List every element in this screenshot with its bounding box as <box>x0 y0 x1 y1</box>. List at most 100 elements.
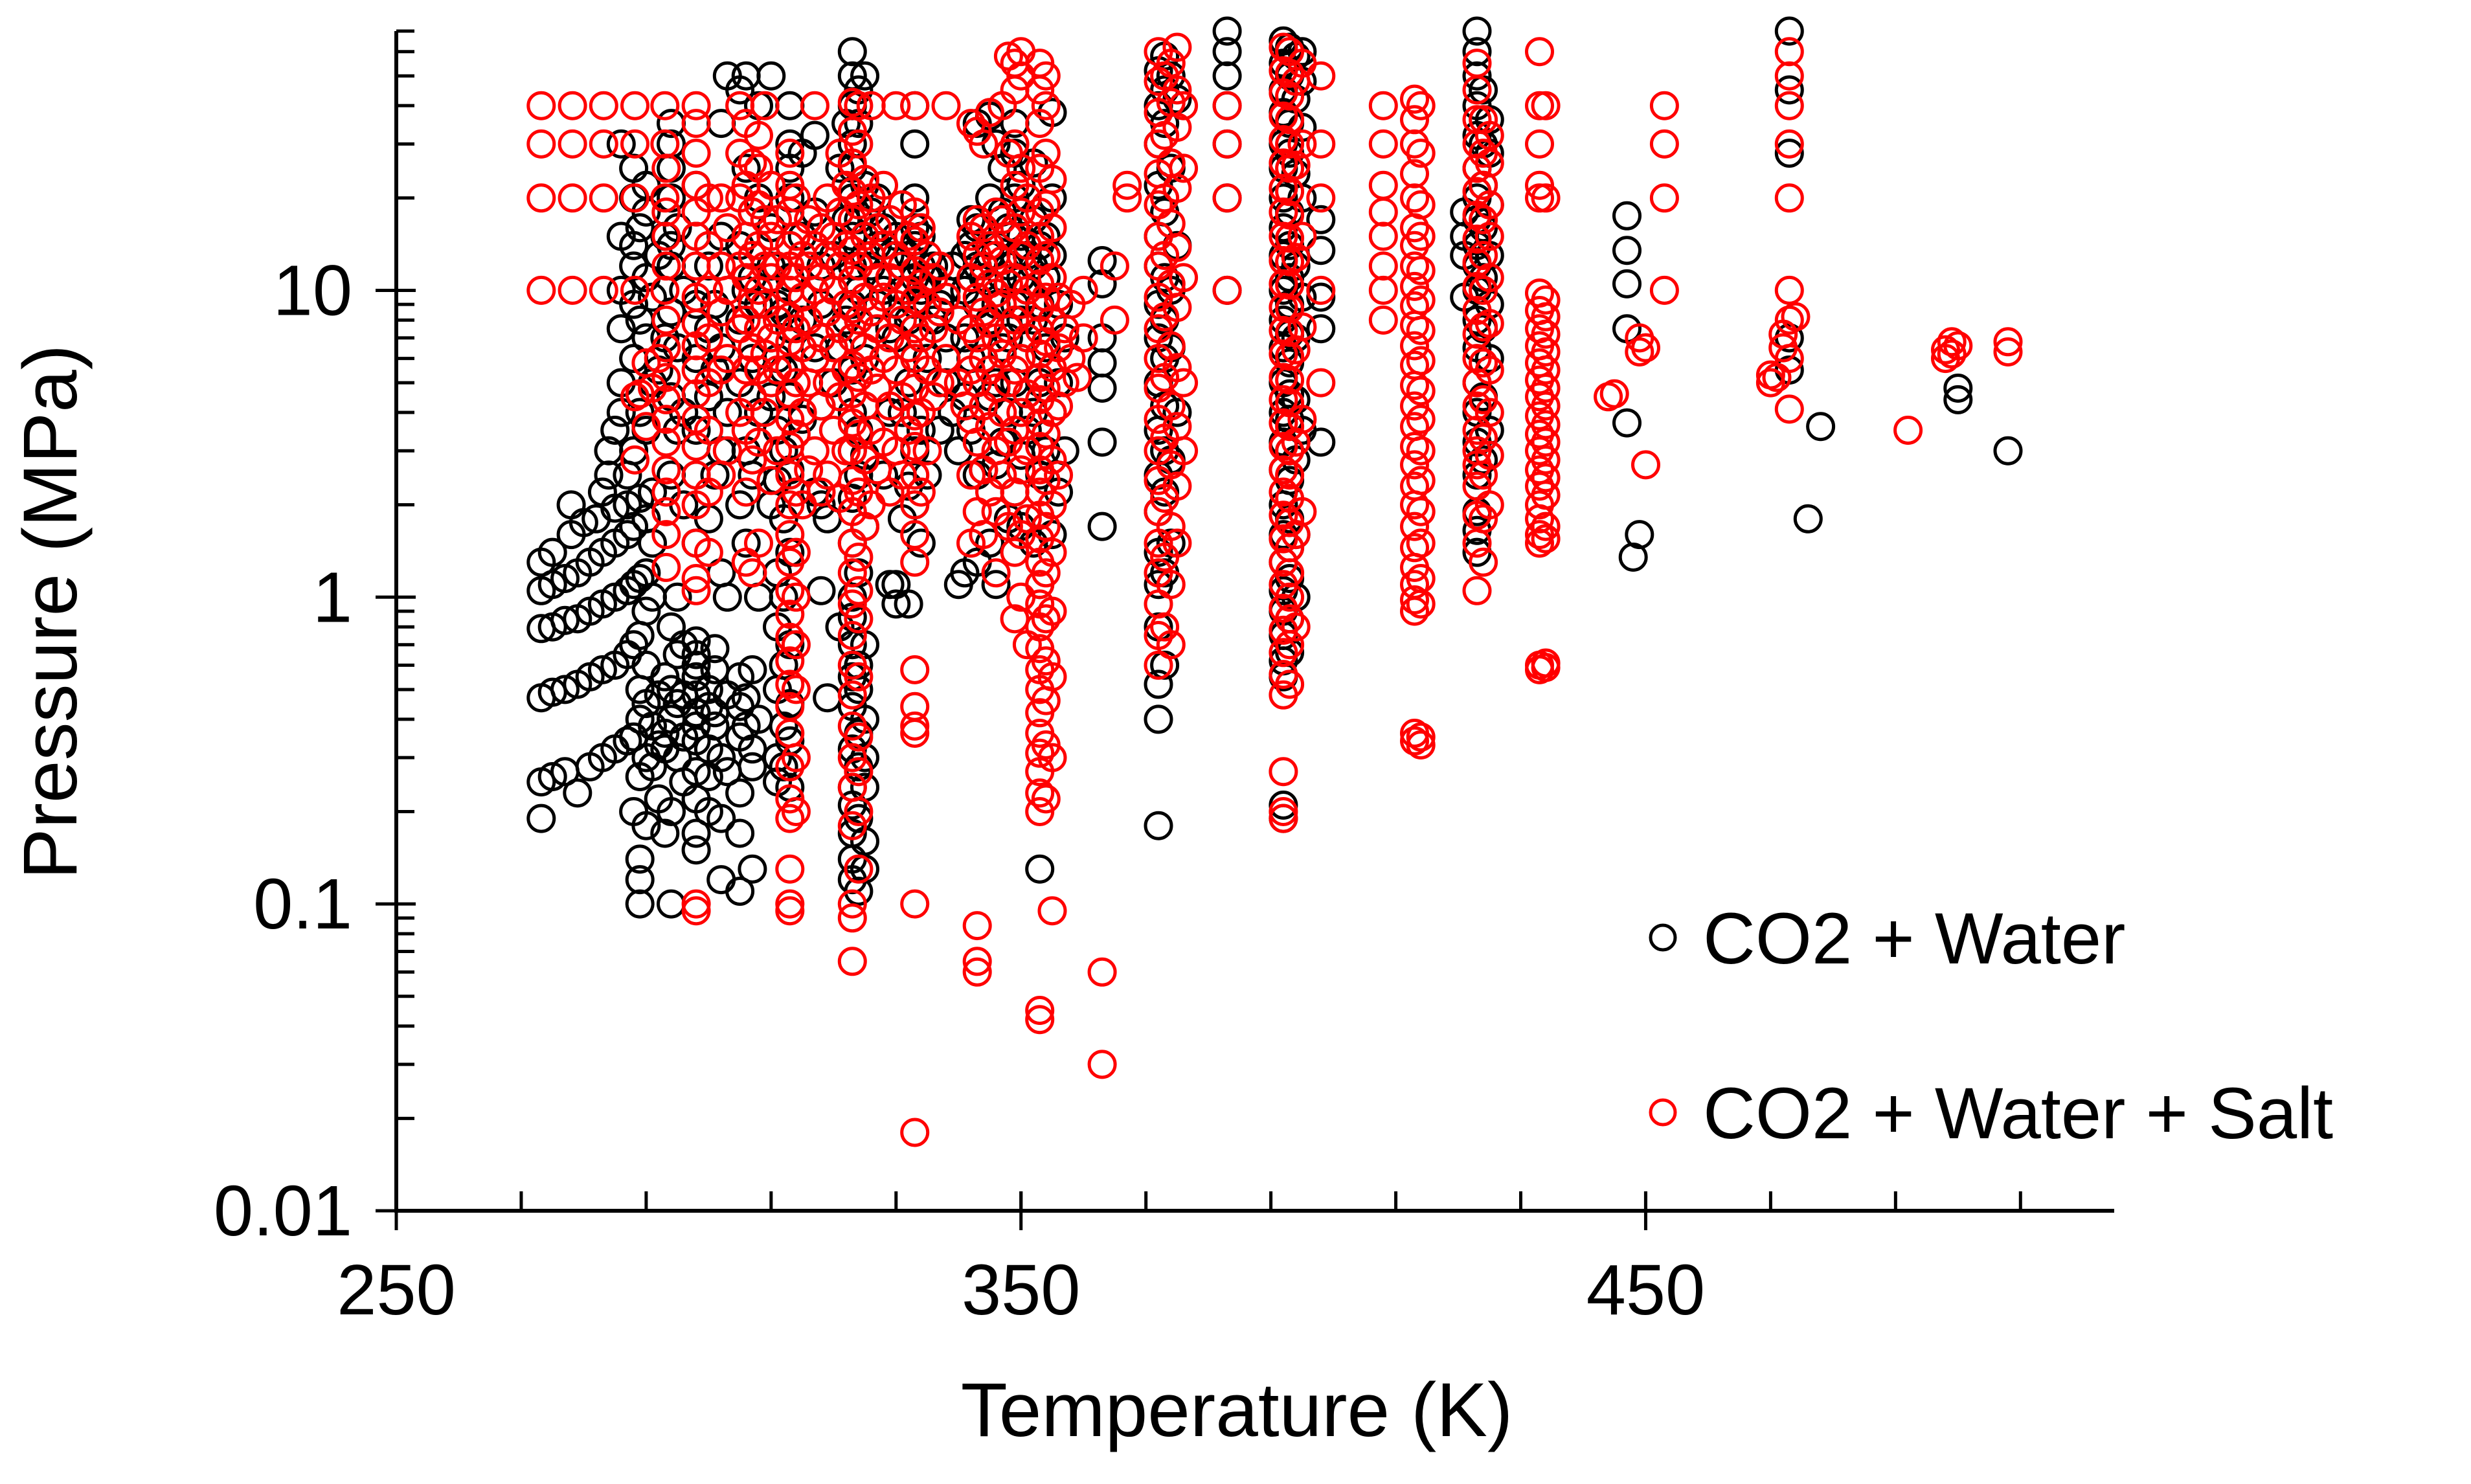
data-point <box>1993 337 2023 366</box>
data-point <box>825 153 855 183</box>
data-point <box>1531 302 1561 332</box>
data-point <box>620 183 649 213</box>
data-point <box>775 889 805 919</box>
data-point <box>881 91 911 120</box>
data-point <box>1269 125 1298 155</box>
data-point <box>1287 312 1317 342</box>
data-point <box>750 91 780 120</box>
data-point <box>651 477 681 507</box>
data-point <box>850 512 879 541</box>
data-point <box>1031 241 1061 270</box>
data-point <box>700 711 730 741</box>
data-point <box>619 436 649 466</box>
data-point <box>1774 75 1804 105</box>
data-point <box>1025 854 1055 884</box>
data-point <box>1406 190 1436 219</box>
data-point <box>1169 263 1199 293</box>
data-point <box>563 778 592 808</box>
data-point <box>781 420 811 449</box>
data-point <box>1406 139 1436 168</box>
data-point <box>775 691 805 721</box>
data-point <box>1525 520 1554 550</box>
data-point <box>1037 537 1067 567</box>
data-point <box>1269 477 1298 507</box>
data-point <box>1275 317 1305 347</box>
data-point <box>925 251 954 281</box>
data-point <box>787 398 817 427</box>
data-point <box>1037 164 1067 194</box>
data-point <box>1400 105 1429 135</box>
data-point <box>587 655 617 684</box>
data-point <box>1400 570 1429 600</box>
data-point <box>1612 269 1642 298</box>
data-point <box>900 655 930 684</box>
data-point <box>1469 205 1498 234</box>
data-point <box>775 600 805 629</box>
data-point <box>844 722 874 752</box>
data-point <box>1400 726 1429 756</box>
data-point <box>558 129 587 159</box>
data-point <box>781 675 811 704</box>
data-point <box>1212 183 1242 213</box>
data-point <box>1025 738 1055 768</box>
data-point <box>1649 183 1679 213</box>
data-point <box>1269 148 1298 178</box>
data-point <box>900 547 930 577</box>
data-point <box>775 622 805 652</box>
data-point <box>1162 113 1192 142</box>
data-point <box>1774 275 1804 305</box>
data-point <box>1625 520 1654 550</box>
data-point <box>1169 436 1199 466</box>
data-point <box>1025 109 1055 139</box>
data-point <box>850 164 879 194</box>
legend-marker-co2-water-salt <box>1649 1098 1677 1127</box>
data-point <box>1169 91 1199 120</box>
data-point <box>681 91 711 120</box>
data-point <box>625 398 655 427</box>
y-tick-label: 1 <box>313 557 352 637</box>
data-point <box>651 251 681 281</box>
data-point <box>1469 170 1498 200</box>
data-point <box>1462 49 1492 78</box>
data-point <box>919 382 949 412</box>
data-point <box>1037 743 1067 772</box>
data-point <box>775 854 805 884</box>
data-point <box>1212 129 1242 159</box>
data-point <box>1531 337 1561 366</box>
data-point <box>900 285 930 315</box>
data-point <box>681 626 711 656</box>
data-point <box>1793 504 1823 534</box>
data-point <box>1474 344 1504 374</box>
data-point <box>1156 630 1186 660</box>
data-point <box>900 432 930 461</box>
data-point <box>775 804 805 833</box>
data-point <box>1631 333 1660 363</box>
data-point <box>1006 455 1036 485</box>
data-point <box>806 490 836 520</box>
data-point <box>1025 1005 1055 1035</box>
data-point <box>712 398 742 427</box>
data-point <box>651 333 681 363</box>
data-point <box>620 91 649 120</box>
data-point <box>1269 757 1298 787</box>
data-point <box>613 726 642 756</box>
data-point <box>1306 368 1336 398</box>
data-point <box>712 213 742 243</box>
data-point <box>1474 221 1504 251</box>
data-point <box>837 621 867 650</box>
data-point <box>1275 105 1305 135</box>
data-point <box>606 129 636 159</box>
data-point <box>600 493 630 523</box>
data-point <box>906 416 936 445</box>
data-point <box>694 323 723 353</box>
data-point <box>1649 275 1679 305</box>
data-point <box>1162 398 1192 427</box>
data-point <box>1287 497 1317 526</box>
y-tick-label: 0.01 <box>214 1171 352 1251</box>
data-point <box>725 75 755 105</box>
data-point <box>1037 662 1067 691</box>
data-point <box>1306 129 1336 159</box>
data-point <box>731 355 761 385</box>
data-point <box>850 743 879 772</box>
data-point <box>863 263 892 293</box>
